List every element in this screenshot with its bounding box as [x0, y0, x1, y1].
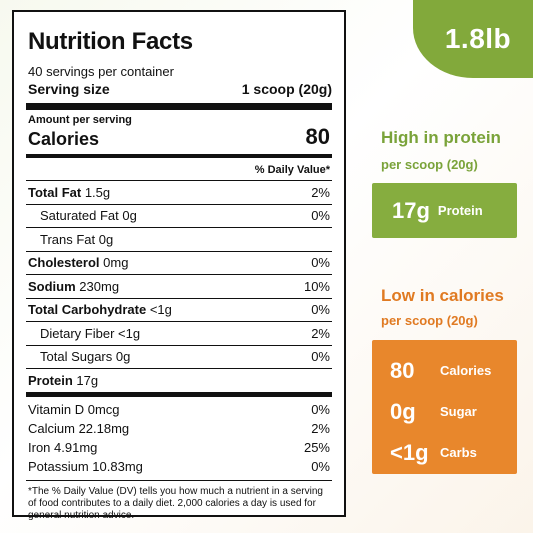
nutrient-name: Total Fat	[28, 184, 82, 200]
vitamin-dv: 25%	[303, 439, 330, 455]
nutrient-name: Protein	[28, 372, 73, 388]
nutrient-dv: 0%	[311, 208, 330, 224]
nutrient-name: Saturated Fat	[40, 208, 119, 224]
calories-row: Calories 80	[28, 124, 332, 150]
nutrient-row-dietary-fiber: Dietary Fiber <1g 2%	[26, 321, 332, 345]
nutrient-row-trans-fat: Trans Fat 0g	[26, 227, 332, 251]
calorie-item-unit: Calories	[440, 363, 492, 378]
nutrient-dv: 2%	[311, 184, 330, 200]
protein-value: 17g	[392, 197, 430, 223]
nutrient-dv: 10%	[303, 278, 330, 294]
nutrient-amount: 0g	[98, 231, 114, 247]
calorie-item-carbs: <1g Carbs	[390, 432, 517, 473]
calorie-feature-heading: Low in calories	[381, 286, 504, 305]
servings-per-container: 40 servings per container	[28, 64, 174, 79]
nutrient-amount: 1.5g	[84, 184, 111, 200]
daily-value-footnote: *The % Daily Value (DV) tells you how mu…	[26, 479, 332, 522]
nutrition-facts-title: Nutrition Facts	[28, 28, 193, 55]
nutrient-name: Cholesterol	[28, 255, 100, 271]
nutrient-row-sodium: Sodium 230mg 10%	[26, 274, 332, 298]
vitamin-row-calcium: Calcium 22.18mg 2%	[26, 419, 332, 438]
nutrient-dv: 0%	[311, 349, 330, 365]
daily-value-header: % Daily Value*	[254, 164, 330, 176]
serving-size-label: Serving size	[28, 81, 110, 97]
nutrient-amount: 230mg	[79, 278, 120, 294]
protein-feature-subheading: per scoop (20g)	[381, 157, 478, 172]
calories-value: 80	[305, 124, 330, 149]
calories-label: Calories	[28, 129, 100, 149]
serving-size-value: 1 scoop (20g)	[241, 81, 332, 97]
nutrient-row-protein: Protein 17g	[26, 368, 332, 392]
vitamin-text: Iron 4.91mg	[28, 439, 98, 455]
protein-unit: Protein	[437, 203, 483, 218]
amount-per-serving: Amount per serving	[28, 114, 132, 126]
weight-value: 1.8lb	[444, 23, 512, 54]
calorie-item-value: 0g	[390, 398, 416, 424]
calorie-feature-subheading: per scoop (20g)	[381, 313, 478, 328]
nutrient-amount: <1g	[118, 325, 141, 341]
calorie-item-unit: Carbs	[440, 445, 477, 460]
weight-badge: 1.8lb	[413, 0, 533, 78]
calorie-item-sugar: 0g Sugar	[390, 391, 517, 432]
nutrient-name: Sodium	[28, 278, 76, 294]
nutrient-dv: 0%	[311, 302, 330, 318]
vitamin-text: Calcium 22.18mg	[28, 420, 130, 436]
protein-feature-heading: High in protein	[381, 128, 501, 147]
vitamin-dv: 0%	[311, 458, 330, 474]
calorie-item-calories: 80 Calories	[390, 350, 517, 391]
nutrient-row-total-carbohydrate: Total Carbohydrate <1g 0%	[26, 297, 332, 322]
nutrient-amount: 0mg	[103, 255, 129, 271]
nutrient-row-saturated-fat: Saturated Fat 0g 0%	[26, 203, 332, 228]
calorie-item-value: 80	[390, 357, 415, 383]
nutrient-name: Total Carbohydrate	[28, 302, 147, 318]
nutrient-amount: 0g	[115, 349, 131, 365]
nutrient-row-total-fat: Total Fat 1.5g 2%	[26, 180, 332, 204]
nutrient-name: Total Sugars	[40, 349, 113, 365]
nutrient-dv: 2%	[311, 325, 330, 341]
vitamin-dv: 0%	[311, 401, 330, 417]
vitamin-text: Vitamin D 0mcg	[28, 401, 120, 417]
vitamin-dv: 2%	[311, 420, 330, 436]
vitamin-text: Potassium 10.83mg	[28, 458, 143, 474]
calorie-item-value: <1g	[390, 439, 429, 465]
nutrient-row-cholesterol: Cholesterol 0mg 0%	[26, 250, 332, 275]
vitamin-row-iron: Iron 4.91mg 25%	[26, 438, 332, 457]
nutrient-amount: 17g	[76, 372, 99, 388]
calorie-highlight-box: 80 Calories 0g Sugar <1g Carbs	[372, 340, 517, 474]
divider-thick	[26, 103, 332, 110]
nutrition-facts-panel: Nutrition Facts 40 servings per containe…	[12, 10, 346, 521]
protein-highlight-box: 17g Protein	[372, 183, 517, 238]
nutrient-name: Trans Fat	[40, 231, 96, 247]
vitamin-row-potassium: Potassium 10.83mg 0%	[26, 457, 332, 476]
nutrient-name: Dietary Fiber	[40, 325, 115, 341]
serving-size-row: Serving size 1 scoop (20g)	[28, 81, 332, 97]
nutrient-dv: 0%	[311, 255, 330, 271]
divider-medium	[26, 154, 332, 158]
calorie-item-unit: Sugar	[440, 404, 477, 419]
nutrient-row-total-sugars: Total Sugars 0g 0%	[26, 344, 332, 369]
vitamin-row-vitamin-d: Vitamin D 0mcg 0%	[26, 400, 332, 419]
vitamins-section: Vitamin D 0mcg 0% Calcium 22.18mg 2% Iro…	[26, 391, 332, 476]
nutrient-amount: 0g	[122, 208, 137, 224]
nutrient-amount: <1g	[149, 302, 172, 318]
